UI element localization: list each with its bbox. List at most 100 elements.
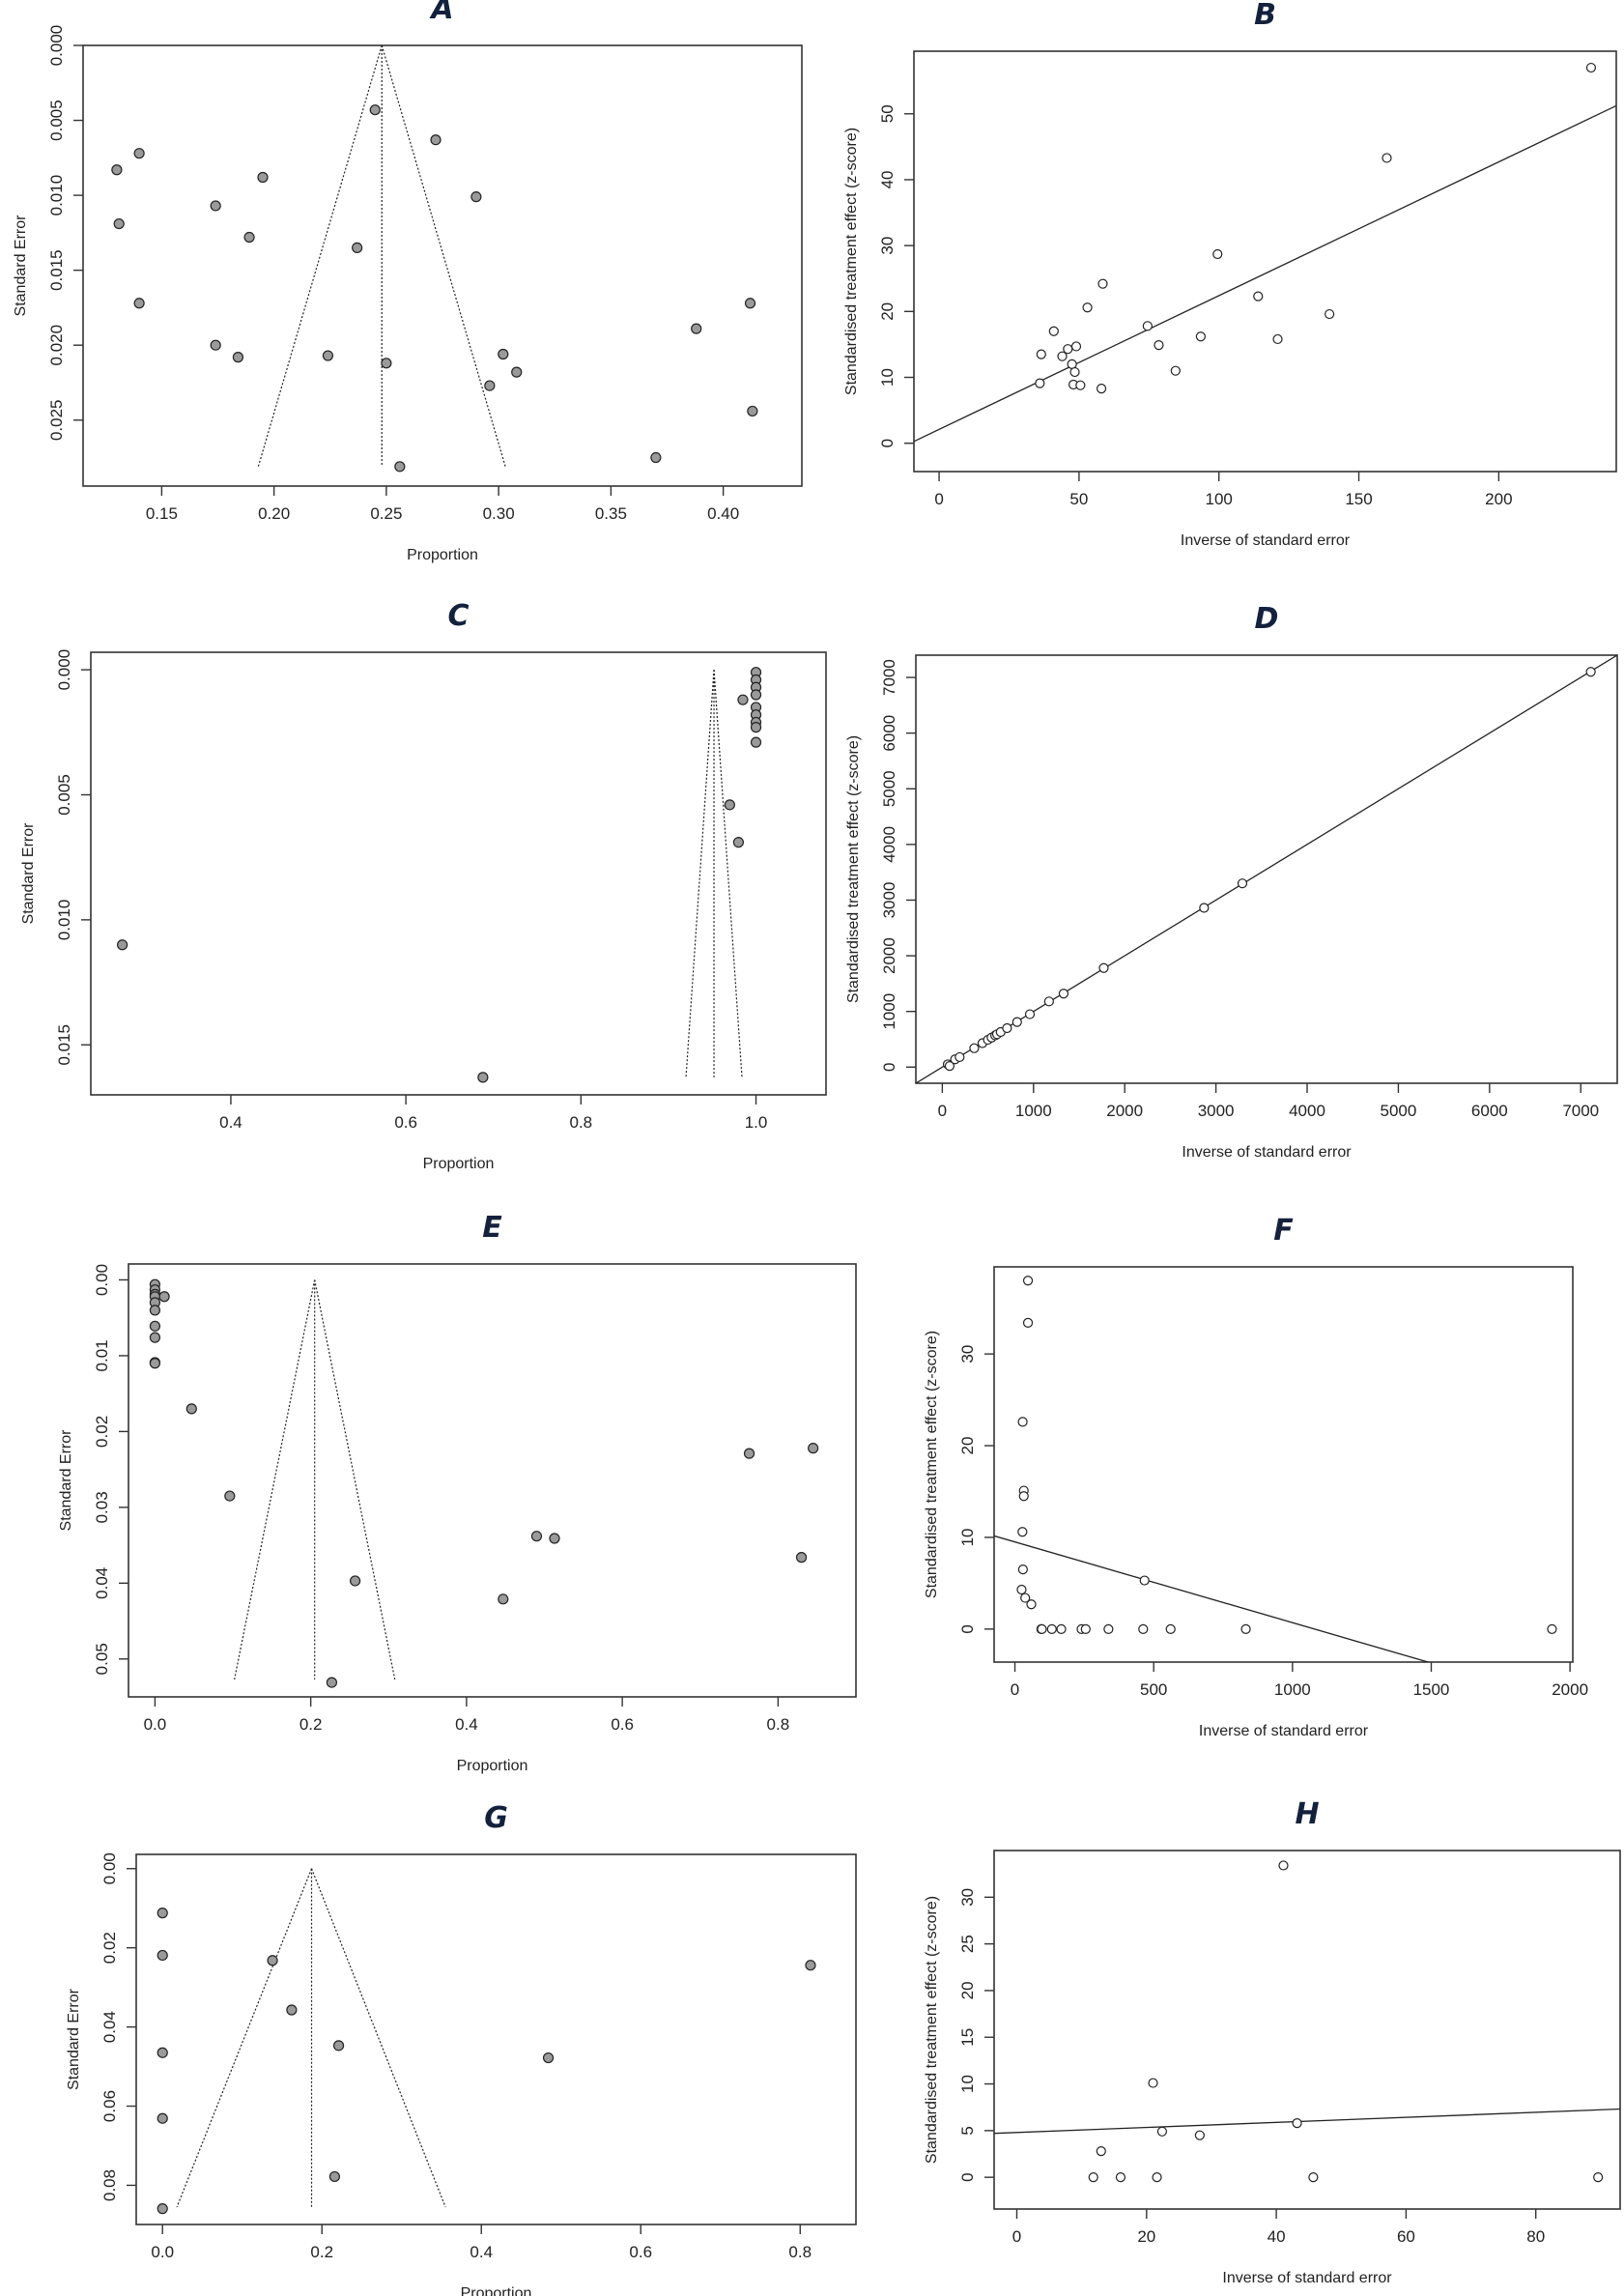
y-tick-label: 0.02 [100,1932,119,1964]
data-point [1240,1623,1251,1634]
y-tick-label: 0.015 [47,249,66,291]
x-tick-label: 0 [1012,2227,1021,2246]
data-point [133,298,145,309]
funnel-right-limit [314,1279,396,1680]
x-tick-label: 500 [1140,1680,1167,1699]
y-tick-label: 0.000 [47,25,66,67]
data-point [750,722,762,733]
panel-f: F 0 500 1000 1500 2000 Inverse of standard err… [924,1214,1588,1739]
x-tick-label: 0.35 [595,504,627,523]
x-tick-label: 0.15 [146,504,178,523]
plot-data [994,1276,1557,1662]
data-point [350,1575,361,1587]
panel-title: F [1273,1214,1294,1248]
data-point [224,1490,236,1502]
plot-frame [82,44,803,487]
y-tick-label: 0.04 [100,2011,119,2043]
data-point [1020,1593,1031,1603]
y-axis: 0.00 0.02 0.04 0.06 0.08 Standard Error [66,1852,136,2201]
data-point [1199,903,1210,913]
data-point [1115,2172,1126,2183]
y-tick-label: 0.00 [93,1264,111,1296]
plot-data [994,1860,1620,2183]
x-tick-label: 6000 [1471,1102,1508,1120]
y-tick-label: 10 [958,2075,977,2093]
data-point [369,104,381,116]
x-axis-title: Proportion [423,1156,495,1172]
x-axis: 0.0 0.2 0.4 0.6 0.8 Proportion [151,2224,812,2296]
data-point [1069,366,1080,378]
y-tick-label: 0 [958,2172,977,2181]
x-tick-label: 0.2 [310,2243,333,2261]
data-point [326,1677,338,1688]
data-point [732,837,745,848]
x-tick-label: 0.6 [394,1113,417,1132]
x-tick-label: 200 [1485,490,1512,508]
x-tick-label: 80 [1526,2227,1545,2246]
data-point [1082,302,1093,313]
data-point [1075,380,1086,390]
data-point [1046,1623,1057,1634]
data-point [1063,344,1073,355]
data-point [530,1531,543,1542]
data-point [1022,1317,1034,1328]
plot-frame [913,50,1617,473]
funnel-right-limit [310,1868,446,2208]
x-tick-label: 100 [1206,490,1233,508]
data-point [1195,331,1206,342]
data-point [157,2203,168,2215]
panel-d: D 0 1000 2000 3000 4000 5000 6000 7000 Inverse of… [845,602,1618,1161]
x-tick-label: 60 [1397,2227,1415,2246]
x-tick-label: 0 [1011,1680,1019,1699]
y-tick-label: 25 [958,1935,977,1953]
x-tick-label: 0.0 [144,1715,167,1734]
data-point [944,1061,955,1072]
panel-title: G [484,1801,508,1835]
data-point [257,171,269,184]
data-point [332,2040,345,2052]
data-point [743,1448,755,1459]
y-tick-label: 0.01 [93,1339,111,1371]
data-point [1018,1491,1029,1502]
data-point [1024,1009,1036,1019]
y-tick-label: 0.025 [47,399,66,441]
y-tick-label: 0 [958,1624,977,1633]
y-tick-label: 10 [958,1528,977,1546]
x-tick-label: 0 [934,490,943,508]
y-tick-label: 30 [958,1345,977,1363]
data-point [1253,291,1264,301]
data-point [1593,2172,1604,2183]
data-point [157,1949,168,1962]
y-axis-title: Standard Error [13,215,29,317]
funnel-left-limit [257,45,383,468]
data-point [113,217,125,230]
data-point [1058,989,1069,999]
panel-title: C [447,599,469,633]
data-point [328,2170,341,2183]
x-axis-title: Inverse of standard error [1222,2270,1392,2286]
data-point [133,148,145,159]
y-tick-label: 30 [878,237,897,255]
y-axis-title: Standardised treatment effect (z-score) [924,1331,940,1598]
data-point [1011,1017,1022,1027]
y-tick-label: 20 [878,302,897,321]
data-point [724,799,735,811]
data-point [1088,2172,1098,2183]
plot-data [916,655,1617,1083]
funnel-right-limit [381,45,506,468]
regression-line [914,104,1616,443]
y-tick-label: 0.03 [93,1491,111,1523]
plot-data [149,1278,819,1688]
y-axis: 0 10 20 30 40 50 Standardised treatment effect… [843,104,914,447]
data-point [477,1072,489,1083]
x-tick-label: 0.6 [629,2243,652,2261]
data-point [1035,378,1045,388]
data-point [750,736,762,748]
data-point [1026,1599,1037,1610]
y-axis-title: Standardised treatment effect (z-score) [845,735,862,1003]
data-point [1237,878,1248,889]
data-point [1272,333,1283,345]
plot-data [914,62,1616,443]
x-axis-title: Proportion [457,1758,528,1774]
